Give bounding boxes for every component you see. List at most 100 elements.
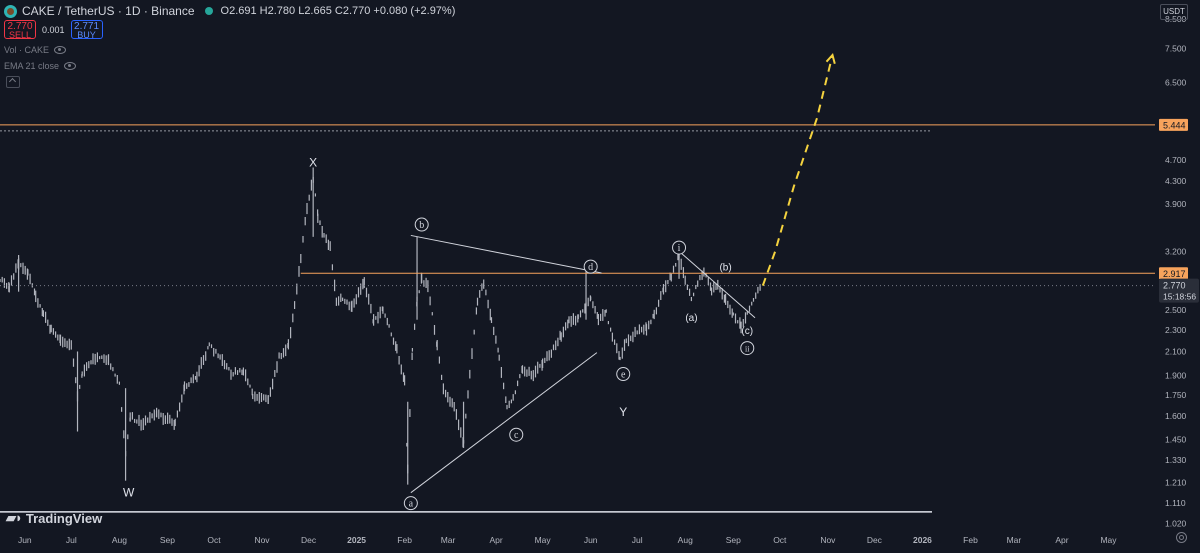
time-tick-label: Sep [160,535,175,545]
time-tick-label: May [1100,535,1117,545]
wave-label: ii [745,345,750,354]
eye-icon[interactable] [54,46,67,54]
time-axis[interactable]: Jun Jul Aug Sep Oct Nov Dec 2025 Feb Mar Apr May Jun… [18,535,1117,545]
time-tick-label: Feb [397,535,412,545]
time-tick-label: Nov [820,535,836,545]
price-tick-label: 4.300 [1165,176,1187,186]
time-tick-label: Oct [773,535,787,545]
chart-header: CAKE / TetherUS · 1D · Binance O2.691 H2… [4,3,455,19]
price-tick-label: 1.600 [1165,411,1187,421]
symbol-title[interactable]: CAKE / TetherUS · 1D · Binance [22,4,195,18]
price-tick-label: 1.110 [1165,498,1186,508]
time-tick-label: Sep [726,535,741,545]
price-tick-label: 1.450 [1165,435,1187,445]
ema-indicator-label: EMA 21 close [4,61,60,71]
time-tick-label: Aug [678,535,693,545]
time-tick-label: 2025 [347,535,366,545]
price-tick-label: 7.500 [1165,44,1187,54]
sell-button[interactable]: 2.770 SELL [4,20,36,40]
price-tick-label: 1.900 [1165,370,1187,380]
levels-layer [0,124,1155,513]
wave-label: W [123,486,135,500]
price-tick-label: 2.100 [1165,346,1187,356]
price-tick-label: 3.900 [1165,199,1187,209]
price-axis[interactable]: 8.500 7.500 6.500 5.444 4.700 4.300 3.900 3.200… [1159,14,1199,528]
currency-button[interactable]: USDT [1160,4,1188,20]
spread-value: 0.001 [42,24,65,35]
collapse-indicators-button[interactable] [6,76,20,88]
wave-label: e [621,370,626,381]
wave-label-circle [740,341,755,356]
projection-layer [761,52,836,286]
time-tick-label: Nov [254,535,270,545]
countdown-label: 15:18:56 [1163,292,1196,302]
wave-label-circle [414,217,429,232]
ohlc-readout: O2.691 H2.780 L2.665 C2.770 +0.080 (+2.9… [220,5,456,17]
price-tick-label: 1.750 [1165,390,1187,400]
volume-indicator-label: Vol · CAKE [4,45,50,55]
time-tick-label: Jun [18,535,32,545]
wave-label: (c) [741,326,753,337]
price-tick-label: 2.300 [1165,325,1187,335]
wave-label: b [419,220,424,231]
price-tick-label: 2.917 [1163,269,1186,279]
tradingview-logo-icon: ▰◗ [6,510,23,525]
price-tick-label: 1.020 [1165,518,1187,528]
time-tick-label: Dec [301,535,317,545]
time-tick-label: Apr [1055,535,1068,545]
time-tick-label: Aug [112,535,127,545]
tradingview-logo-text: TradingView [25,510,103,526]
wave-label: Y [619,405,627,419]
buy-price: 2.771 [74,21,100,32]
eye-icon[interactable] [64,62,77,70]
price-level-tag[interactable] [1159,118,1188,131]
wave-label: (a) [685,313,697,324]
wave-label-circle [403,496,418,511]
buy-label: BUY [77,30,96,40]
time-tick-label: Jul [632,535,643,545]
wave-label-circle [583,259,598,274]
trendline[interactable] [678,250,756,319]
buy-button[interactable]: 2.771 BUY [70,20,103,40]
wave-label: a [409,499,414,510]
candles-layer [0,167,761,485]
time-tick-label: May [535,535,552,545]
trendline[interactable] [410,352,598,494]
current-price-tag[interactable] [1159,278,1199,303]
time-tick-label: Jul [66,535,77,545]
price-tick-label: 6.500 [1165,78,1187,88]
price-tick-label: 1.330 [1165,455,1187,465]
price-tick-label: 8.500 [1165,14,1187,24]
projection-arrowhead [825,52,836,64]
trendlines-layer [410,234,756,494]
tradingview-logo: ▰◗ TradingView [6,510,102,526]
time-tick-label: Apr [489,535,502,545]
ema-indicator[interactable]: EMA 21 close [4,61,77,71]
time-tick-label: Mar [441,535,456,545]
wave-label-circle [672,240,687,255]
time-tick-label: Feb [963,535,978,545]
time-tick-label: Mar [1007,535,1022,545]
price-tick-label: 3.200 [1165,246,1187,256]
projection-path[interactable] [761,54,834,286]
gear-icon[interactable] [1176,532,1187,543]
wave-label: c [514,430,519,441]
price-tick-label: 4.700 [1165,155,1187,165]
volume-indicator[interactable]: Vol · CAKE [4,45,67,55]
price-tick-label: 2.500 [1165,305,1187,315]
wave-label-circle [509,427,524,442]
trade-panel: 2.770 SELL 0.001 2.771 BUY [4,20,103,40]
wave-label: d [588,262,593,273]
trendline[interactable] [410,234,602,274]
market-open-icon [204,7,213,15]
time-tick-label: 2026 [913,535,932,545]
price-level-tag[interactable] [1159,267,1188,280]
price-tick-label: 5.444 [1163,120,1186,130]
wave-label-circle [616,367,631,382]
price-tick-label: 2.770 [1163,281,1186,291]
time-tick-label: Dec [867,535,883,545]
sell-label: SELL [8,30,32,40]
